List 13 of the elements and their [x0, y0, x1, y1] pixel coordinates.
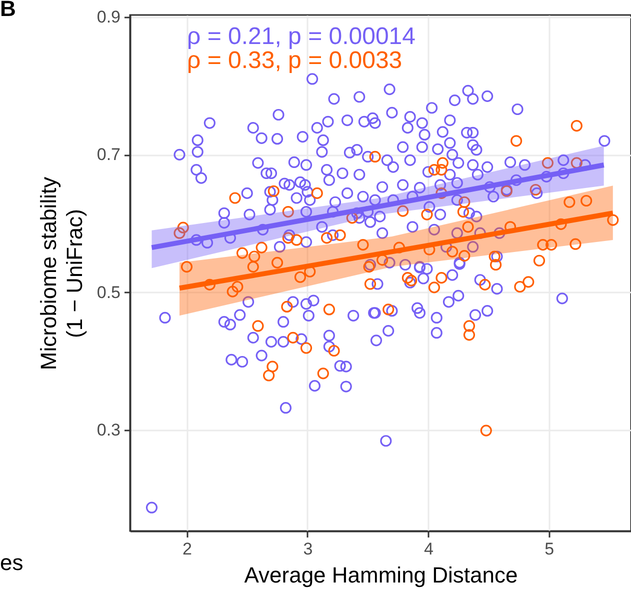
y-tick-label: 0.5	[96, 282, 120, 302]
text: es	[0, 550, 24, 575]
x-axis-title: Average Hamming Distance	[244, 562, 518, 588]
x-tick-label: 3	[303, 540, 313, 558]
y-tick-label: 0.7	[96, 145, 120, 164]
text: B	[0, 0, 16, 21]
y-tick-label: 0.9	[96, 8, 120, 27]
y-axis-title: Microbiome stability (1 − UniFrac)	[36, 176, 87, 370]
annotation: ρ = 0.21, p = 0.00014	[187, 23, 416, 50]
x-tick-label: 5	[544, 540, 554, 558]
y-tick-label: 0.3	[96, 420, 120, 440]
x-tick-label: 2	[182, 540, 192, 558]
x-tick-label: 4	[424, 540, 434, 558]
